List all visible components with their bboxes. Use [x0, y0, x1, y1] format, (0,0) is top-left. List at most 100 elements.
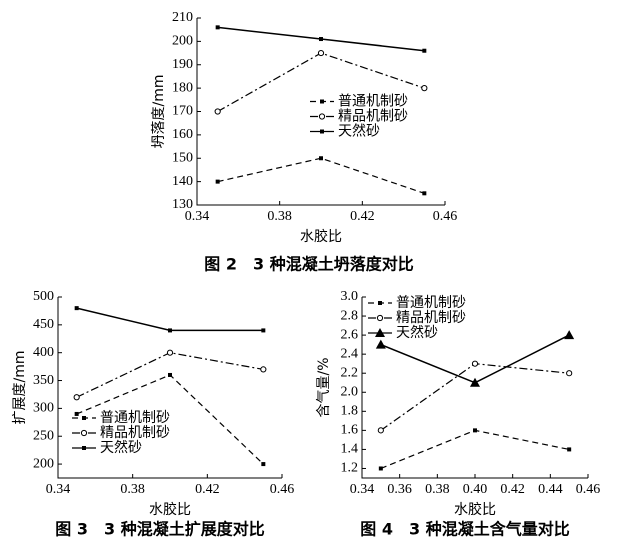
point — [319, 37, 323, 42]
legend-marker — [82, 446, 86, 450]
y-tick-label: 150 — [172, 150, 193, 165]
y-tick-label: 1.4 — [341, 442, 359, 457]
caption: 图 3 3 种混凝土扩展度对比 — [55, 520, 264, 539]
y-tick-label: 190 — [172, 57, 193, 72]
point — [567, 447, 572, 452]
point — [74, 411, 79, 416]
legend-label: 普通机制砂 — [338, 94, 408, 110]
point — [473, 428, 477, 433]
y-tick-label: 130 — [172, 197, 193, 212]
point — [214, 108, 221, 115]
point — [470, 377, 480, 387]
y-tick-label: 400 — [33, 345, 54, 360]
series-line — [380, 363, 570, 431]
legend-label: 普通机制砂 — [100, 410, 170, 426]
point — [375, 339, 386, 349]
x-axis-label: 水胶比 — [454, 501, 496, 518]
point — [260, 366, 267, 373]
x-tick-label: 0.36 — [387, 482, 412, 497]
x-tick-label: 0.42 — [350, 209, 375, 224]
legend-marker — [320, 129, 324, 134]
legend-label: 精品机制砂 — [338, 109, 408, 125]
point — [471, 360, 479, 367]
y-tick-label: 3.0 — [341, 289, 359, 304]
x-tick-label: 0.34 — [350, 482, 375, 497]
x-tick-label: 0.44 — [538, 482, 563, 497]
legend-marker — [376, 314, 384, 322]
y-axis-label: 坍落度/mm — [151, 75, 167, 149]
point — [215, 179, 220, 184]
caption: 图 4 3 种混凝土含气量对比 — [360, 520, 569, 539]
point — [421, 85, 428, 92]
series-line — [217, 157, 425, 194]
x-tick-label: 0.34 — [46, 482, 71, 497]
series-line — [380, 334, 570, 384]
x-tick-label: 0.42 — [195, 482, 220, 497]
point — [166, 349, 174, 356]
y-tick-label: 2.2 — [341, 365, 359, 380]
y-tick-label: 250 — [33, 428, 54, 443]
y-tick-label: 300 — [33, 401, 54, 416]
legend-label: 天然砂 — [100, 439, 142, 456]
x-axis-label: 水胶比 — [149, 501, 191, 518]
legend-marker — [318, 113, 326, 120]
point — [74, 306, 79, 311]
x-tick-label: 0.38 — [120, 482, 145, 497]
legend-marker — [80, 429, 88, 437]
point — [566, 370, 573, 377]
y-tick-label: 2.6 — [341, 327, 359, 342]
legend-label: 精品机制砂 — [100, 425, 170, 441]
x-tick-label: 0.46 — [270, 482, 295, 497]
y-tick-label: 140 — [172, 174, 193, 189]
y-tick-label: 200 — [33, 456, 54, 471]
y-tick-label: 210 — [172, 10, 193, 25]
point — [261, 328, 266, 333]
y-tick-label: 500 — [33, 289, 54, 304]
legend-label: 天然砂 — [396, 324, 438, 341]
x-tick-label: 0.34 — [185, 209, 210, 224]
x-tick-label: 0.40 — [463, 482, 488, 497]
point — [168, 372, 172, 377]
point — [317, 49, 325, 57]
x-tick-label: 0.38 — [425, 482, 450, 497]
y-tick-label: 2.8 — [341, 308, 359, 323]
point — [422, 191, 427, 196]
point — [564, 330, 575, 340]
y-tick-label: 1.8 — [341, 404, 359, 419]
series-line — [380, 429, 570, 470]
legend-label: 天然砂 — [338, 123, 380, 140]
y-tick-label: 170 — [172, 104, 193, 119]
legend-marker — [375, 328, 385, 337]
legend-label: 普通机制砂 — [396, 295, 466, 311]
y-tick-label: 450 — [33, 317, 54, 332]
x-tick-label: 0.46 — [433, 209, 458, 224]
y-tick-label: 1.6 — [341, 423, 359, 438]
caption: 图 2 3 种混凝土坍落度对比 — [204, 255, 413, 274]
x-axis-label: 水胶比 — [300, 228, 342, 245]
y-tick-label: 200 — [172, 34, 193, 49]
legend-marker — [378, 301, 382, 305]
y-tick-label: 1.2 — [341, 461, 359, 476]
y-tick-label: 180 — [172, 80, 193, 95]
y-tick-label: 2.0 — [341, 384, 359, 399]
point — [215, 25, 220, 30]
axes — [57, 297, 282, 479]
y-tick-label: 2.4 — [341, 346, 359, 361]
point — [319, 156, 323, 161]
x-tick-label: 0.42 — [500, 482, 525, 497]
point — [422, 48, 427, 53]
point — [377, 427, 384, 434]
point — [168, 328, 172, 333]
x-tick-label: 0.46 — [576, 482, 601, 497]
y-axis-label: 含气量/% — [316, 357, 332, 417]
y-tick-label: 350 — [33, 373, 54, 388]
legend-label: 精品机制砂 — [396, 310, 466, 326]
legend-marker — [82, 416, 86, 420]
legend-marker — [320, 99, 324, 104]
y-axis-label: 扩展度/mm — [12, 351, 28, 425]
point — [378, 466, 383, 471]
point — [73, 394, 80, 401]
point — [261, 462, 266, 467]
series-line — [76, 307, 264, 332]
